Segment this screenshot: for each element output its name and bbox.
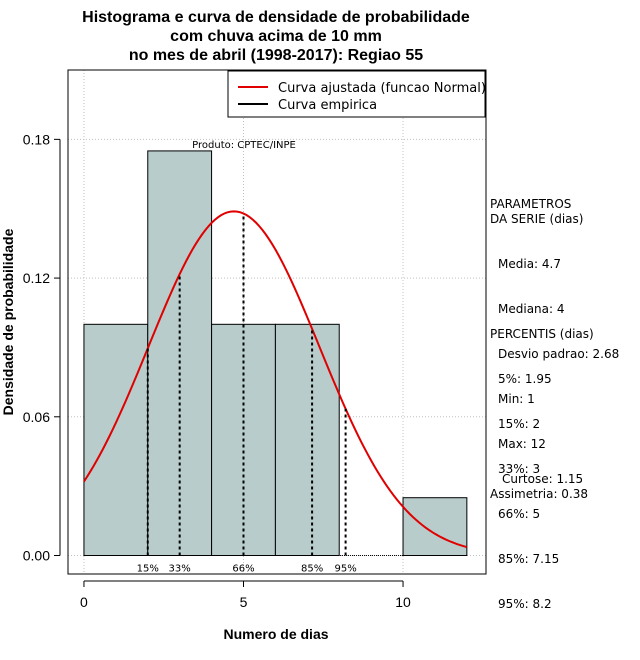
- normal-curve-path: [83, 210, 468, 549]
- y-tick-label-1: 0.06: [23, 409, 50, 425]
- pct-15: 15%: 2: [498, 417, 541, 431]
- y-axis-label: Densidade de probabilidade: [0, 228, 16, 415]
- legend-label-empirical: Curva empirica: [278, 98, 377, 113]
- histogram-bars: [83, 150, 468, 557]
- percentile-lines: 15% 33% 66% 85% 95%: [137, 213, 357, 575]
- percentile-label-95: 95%: [334, 564, 356, 575]
- percentile-label-15: 15%: [137, 564, 159, 575]
- parametros-list: Media: 4.7 Mediana: 4 Desvio padrao: 2.6…: [498, 227, 619, 467]
- pct-5: 5%: 1.95: [498, 372, 552, 386]
- param-max: Max: 12: [498, 437, 546, 451]
- param-min: Min: 1: [498, 392, 535, 406]
- percentis-title: PERCENTIS (dias): [490, 327, 594, 341]
- histogram-bar-3: [274, 323, 340, 557]
- param-media: Media: 4.7: [498, 257, 561, 271]
- y-tick-label-0: 0.00: [23, 548, 50, 564]
- histogram-bar-0: [83, 323, 149, 557]
- assimetria: Assimetria: 0.38: [490, 487, 589, 501]
- percentile-label-85: 85%: [301, 564, 323, 575]
- percentile-label-33: 33%: [169, 564, 191, 575]
- x-tick-label-5: 5: [240, 594, 248, 610]
- histogram-bar-5: [402, 497, 468, 557]
- axes: 0 5 10 0.00 0.06 0.12 0.18: [23, 131, 411, 610]
- chart-title-line-3: no mes de abril (1998-2017): Regiao 55: [129, 47, 423, 64]
- y-tick-label-3: 0.18: [23, 131, 50, 147]
- pct-85: 85%: 7.15: [498, 552, 560, 566]
- percentis-list: 5%: 1.95 15%: 2 33%: 3 66%: 5 85%: 7.15 …: [498, 342, 559, 627]
- param-desvio: Desvio padrao: 2.68: [498, 347, 620, 361]
- product-annotation: Produto: CPTEC/INPE: [192, 140, 296, 151]
- pct-66: 66%: 5: [498, 507, 541, 521]
- chart-title-line-1: Histograma e curva de densidade de proba…: [82, 9, 470, 26]
- percentile-label-66: 66%: [232, 564, 254, 575]
- pct-95: 95%: 8.2: [498, 597, 552, 611]
- x-axis-label: Numero de dias: [223, 626, 328, 642]
- pct-33: 33%: 3: [498, 462, 541, 476]
- x-tick-label-10: 10: [395, 594, 411, 610]
- normal-curve: [83, 210, 468, 549]
- y-tick-label-2: 0.12: [23, 270, 50, 286]
- plot-frame: [67, 69, 487, 575]
- x-tick-label-0: 0: [80, 594, 88, 610]
- legend: Curva ajustada (funcao Normal) Curva emp…: [227, 70, 486, 118]
- chart-title-line-2: com chuva acima de 10 mm: [170, 28, 382, 45]
- legend-label-fit: Curva ajustada (funcao Normal): [278, 81, 486, 96]
- param-mediana: Mediana: 4: [498, 302, 565, 316]
- parametros-title: PARAMETROS DA SERIE (dias): [490, 197, 584, 226]
- curtose: Curtose: 1.15: [502, 472, 584, 486]
- legend-box: [227, 70, 486, 118]
